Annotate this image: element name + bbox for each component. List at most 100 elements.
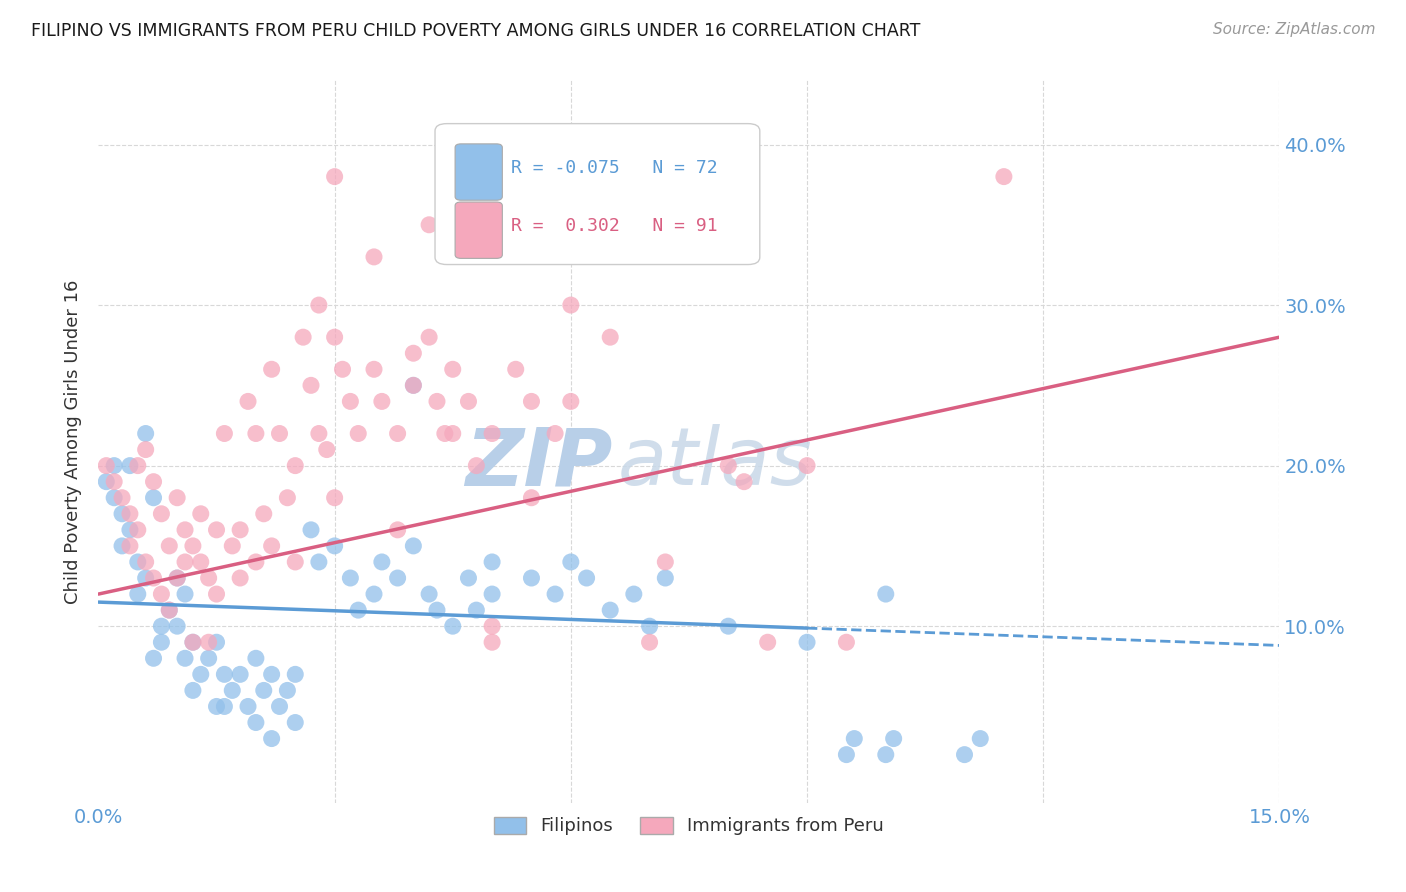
Point — [150, 619, 173, 633]
Point — [221, 539, 243, 553]
Point — [181, 539, 204, 553]
Point — [284, 715, 307, 730]
Point — [181, 635, 204, 649]
Y-axis label: Child Poverty Among Girls Under 16: Child Poverty Among Girls Under 16 — [65, 279, 83, 604]
Point — [844, 731, 866, 746]
Point — [111, 507, 134, 521]
Point — [520, 491, 543, 505]
Point — [229, 571, 252, 585]
Point — [221, 683, 243, 698]
Text: ZIP: ZIP — [465, 425, 612, 502]
Point — [174, 587, 197, 601]
Point — [197, 571, 219, 585]
Point — [599, 603, 621, 617]
Point — [953, 747, 976, 762]
Point — [229, 523, 252, 537]
Point — [181, 635, 204, 649]
Point — [717, 458, 740, 473]
Point — [387, 571, 409, 585]
Point — [363, 250, 385, 264]
Point — [103, 475, 125, 489]
FancyBboxPatch shape — [456, 144, 502, 200]
Point — [433, 426, 456, 441]
Point — [157, 539, 180, 553]
Point — [371, 555, 394, 569]
Point — [260, 731, 283, 746]
Point — [993, 169, 1015, 184]
Point — [260, 362, 283, 376]
Point — [166, 491, 188, 505]
Point — [299, 523, 322, 537]
Text: R = -0.075   N = 72: R = -0.075 N = 72 — [510, 159, 717, 177]
Point — [402, 539, 425, 553]
Point — [481, 635, 503, 649]
Point — [441, 619, 464, 633]
Point — [150, 635, 173, 649]
Point — [205, 587, 228, 601]
Point — [96, 475, 118, 489]
Point — [560, 555, 582, 569]
Point — [387, 426, 409, 441]
Point — [118, 458, 141, 473]
Point — [135, 571, 157, 585]
Point — [505, 362, 527, 376]
Point — [103, 458, 125, 473]
Point — [205, 523, 228, 537]
Point — [496, 202, 519, 216]
Point — [284, 667, 307, 681]
Point — [426, 603, 449, 617]
Point — [236, 394, 259, 409]
Point — [150, 587, 173, 601]
Point — [457, 571, 479, 585]
Point — [520, 571, 543, 585]
Point — [197, 651, 219, 665]
Point — [654, 571, 676, 585]
Point — [166, 571, 188, 585]
Point — [96, 458, 118, 473]
Point — [418, 330, 440, 344]
Point — [796, 635, 818, 649]
Point — [717, 619, 740, 633]
Point — [308, 426, 330, 441]
FancyBboxPatch shape — [434, 124, 759, 265]
Point — [575, 571, 598, 585]
Point — [599, 330, 621, 344]
Point — [181, 683, 204, 698]
Point — [214, 426, 236, 441]
Point — [323, 491, 346, 505]
Text: Source: ZipAtlas.com: Source: ZipAtlas.com — [1212, 22, 1375, 37]
Point — [457, 394, 479, 409]
Point — [638, 619, 661, 633]
Point — [308, 298, 330, 312]
Point — [260, 539, 283, 553]
Point — [756, 635, 779, 649]
Point — [229, 667, 252, 681]
Point — [197, 635, 219, 649]
Point — [118, 523, 141, 537]
Text: FILIPINO VS IMMIGRANTS FROM PERU CHILD POVERTY AMONG GIRLS UNDER 16 CORRELATION : FILIPINO VS IMMIGRANTS FROM PERU CHILD P… — [31, 22, 921, 40]
Point — [323, 539, 346, 553]
Point — [142, 491, 165, 505]
Point — [127, 555, 149, 569]
Point — [190, 555, 212, 569]
Point — [402, 378, 425, 392]
Point — [520, 169, 543, 184]
Point — [481, 426, 503, 441]
Point — [332, 362, 354, 376]
Point — [883, 731, 905, 746]
Point — [339, 394, 361, 409]
Point — [441, 362, 464, 376]
Point — [157, 603, 180, 617]
Point — [276, 491, 298, 505]
Point — [308, 555, 330, 569]
Point — [418, 218, 440, 232]
Point — [127, 458, 149, 473]
Point — [127, 587, 149, 601]
Point — [269, 699, 291, 714]
Point — [363, 362, 385, 376]
Point — [402, 346, 425, 360]
Point — [174, 555, 197, 569]
Point — [426, 394, 449, 409]
Point — [969, 731, 991, 746]
Point — [347, 426, 370, 441]
